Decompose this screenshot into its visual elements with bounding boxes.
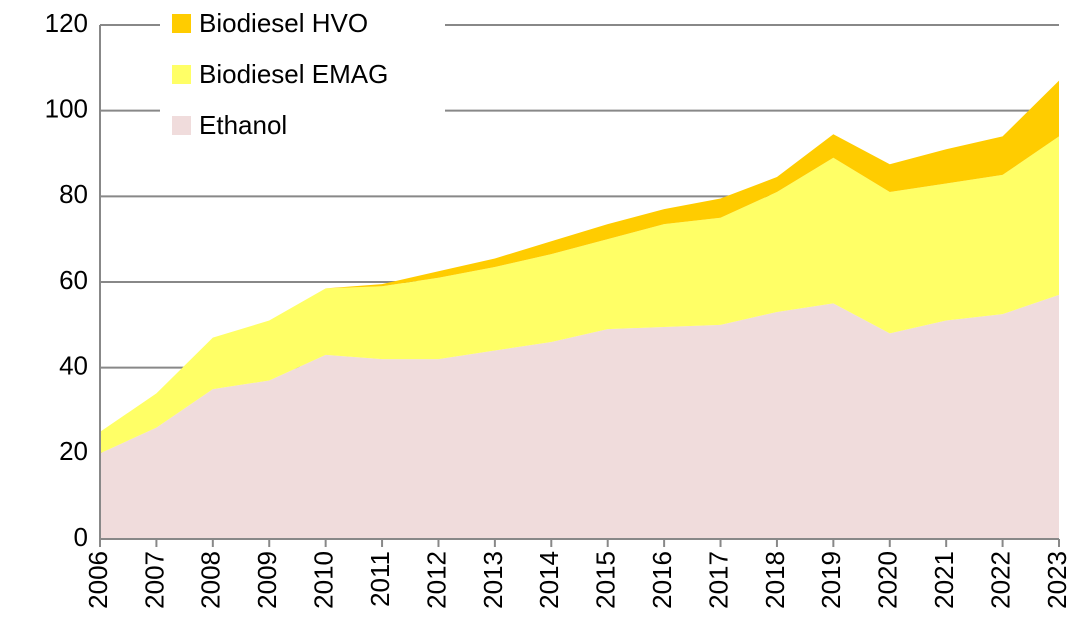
y-tick-label: 20 [59, 436, 88, 466]
legend-swatch [172, 65, 191, 84]
x-tick-label: 2009 [252, 551, 282, 609]
y-tick-label: 0 [74, 522, 88, 552]
y-tick-label: 80 [59, 179, 88, 209]
x-tick-label: 2020 [873, 551, 903, 609]
x-tick-label: 2015 [591, 551, 621, 609]
x-tick-label: 2011 [365, 551, 395, 607]
x-tick-label: 2016 [647, 551, 677, 609]
area [100, 136, 1059, 454]
y-tick-label: 100 [45, 94, 88, 124]
legend-label: Biodiesel EMAG [199, 59, 388, 89]
x-tick-label: 2014 [534, 551, 564, 609]
y-tick-label: 60 [59, 265, 88, 295]
y-tick-label: 120 [45, 8, 88, 38]
legend-swatch [172, 14, 191, 33]
x-tick-label: 2018 [760, 551, 790, 609]
x-tick-label: 2023 [1042, 551, 1072, 609]
legend-label: Biodiesel HVO [199, 8, 368, 38]
x-tick-label: 2007 [139, 551, 169, 609]
x-tick-label: 2022 [985, 551, 1015, 609]
legend-background [160, 3, 445, 153]
x-tick-label: 2010 [309, 551, 339, 609]
area [100, 294, 1059, 539]
x-tick-label: 2019 [816, 551, 846, 609]
legend-swatch [172, 116, 191, 135]
x-tick-label: 2006 [83, 551, 113, 609]
x-tick-label: 2013 [478, 551, 508, 609]
legend-label: Ethanol [199, 110, 287, 140]
x-tick-label: 2008 [196, 551, 226, 609]
x-tick-label: 2021 [929, 551, 959, 609]
x-tick-label: 2017 [703, 551, 733, 609]
y-tick-label: 40 [59, 351, 88, 381]
x-tick-label: 2012 [421, 551, 451, 609]
